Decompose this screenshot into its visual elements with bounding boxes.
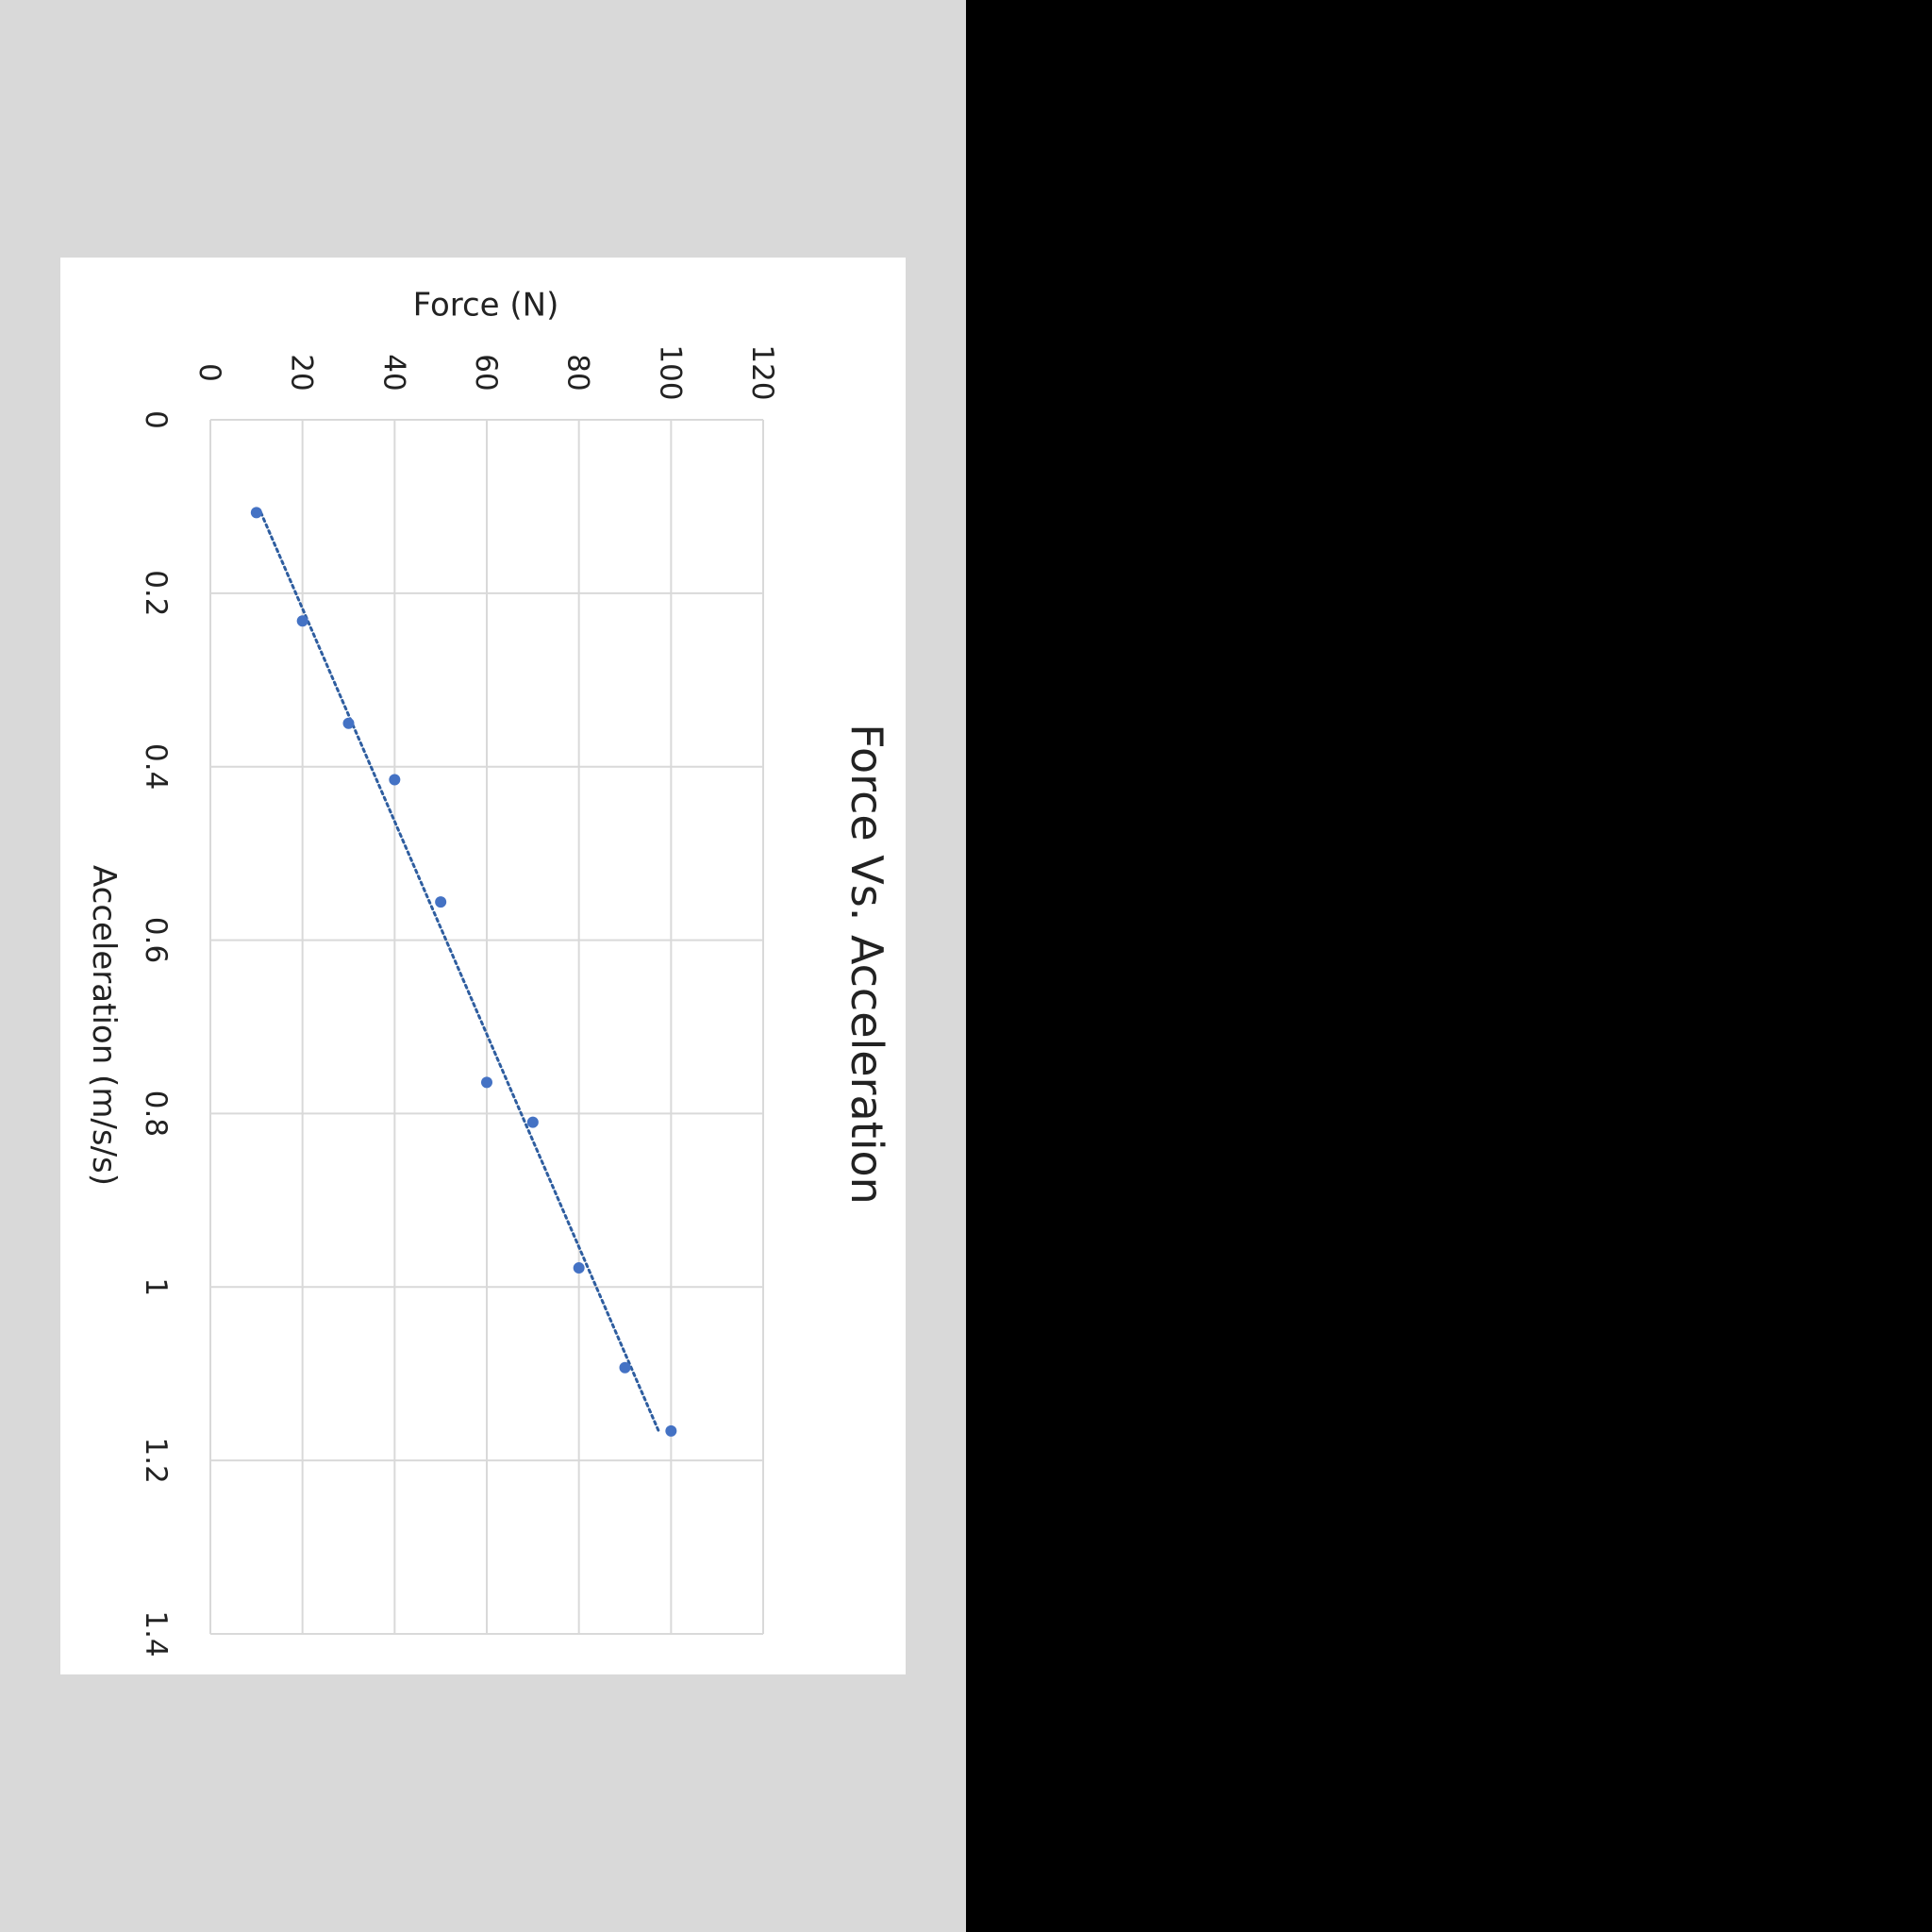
x-axis-title: Acceleration (m/s/s)	[85, 865, 123, 1186]
x-tick-label: 0.8	[139, 1091, 173, 1137]
trendline	[259, 510, 660, 1433]
y-tick-label: 0	[192, 363, 226, 382]
data-point	[573, 1262, 585, 1274]
x-tick-label: 1.4	[139, 1610, 173, 1657]
chart-title: Force Vs. Acceleration	[841, 724, 892, 1205]
data-point	[481, 1076, 492, 1089]
x-tick-label: 0	[139, 410, 173, 429]
data-point	[526, 1116, 539, 1128]
y-tick-label: 100	[653, 344, 687, 400]
x-tick-label: 0.4	[139, 743, 173, 790]
x-tick-label: 0.2	[139, 570, 173, 616]
grid-lines	[209, 419, 764, 1635]
y-tick-label: 40	[376, 354, 410, 391]
y-tick-label: 20	[285, 354, 319, 391]
data-point	[250, 507, 262, 519]
y-tick-label: 60	[469, 354, 503, 391]
x-tick-label: 0.6	[139, 917, 173, 963]
x-tick-label: 1	[139, 1277, 173, 1296]
data-point	[619, 1361, 631, 1374]
x-tick-label: 1.2	[139, 1437, 173, 1483]
y-tick-label: 120	[745, 344, 779, 400]
y-axis-title: Force (N)	[413, 287, 559, 325]
chart-area	[60, 258, 906, 1674]
data-point	[435, 896, 447, 908]
data-point	[665, 1424, 677, 1437]
data-points	[250, 507, 677, 1437]
data-point	[342, 717, 355, 729]
tick-labels: 0 0.2 0.4 0.6 0.8 1 1.2 1.4 0 20 40 60 80 100 120	[139, 344, 779, 1657]
y-tick-label: 80	[561, 354, 595, 391]
data-point	[296, 615, 308, 627]
data-point	[389, 774, 401, 786]
trendline-layer	[259, 510, 660, 1433]
